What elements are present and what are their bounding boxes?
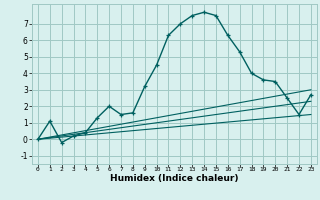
X-axis label: Humidex (Indice chaleur): Humidex (Indice chaleur) — [110, 174, 239, 183]
